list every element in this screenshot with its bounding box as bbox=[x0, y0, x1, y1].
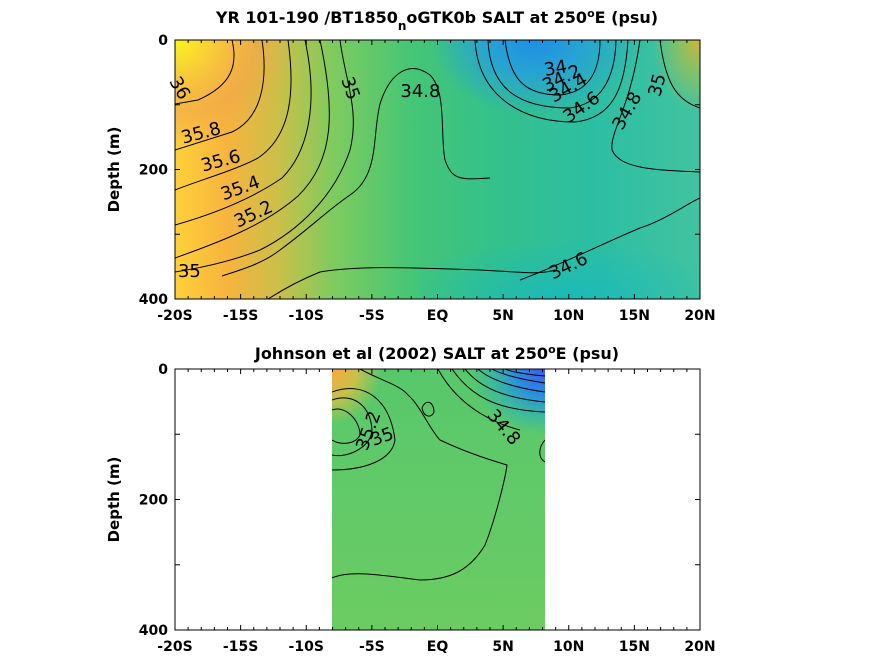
salinity-field bbox=[332, 369, 545, 630]
x-axis: -20S -15S -10S -5S EQ 5N 10N 15N 20N bbox=[157, 40, 716, 324]
contour-lines bbox=[175, 40, 700, 299]
y-axis: 0 200 400 bbox=[139, 362, 700, 639]
y-tick-label: 400 bbox=[139, 292, 168, 308]
x-tick-label: EQ bbox=[427, 308, 449, 324]
salinity-field bbox=[175, 40, 700, 299]
panel-title: YR 101-190 /BT1850noGTK0b SALT at 250oE … bbox=[215, 7, 658, 33]
panel-johnson-salinity: Johnson et al (2002) SALT at 250oE (psu) bbox=[105, 343, 716, 655]
x-axis: -20S -15S -10S -5S EQ 5N 10N 15N 20N bbox=[157, 369, 716, 655]
x-tick-label: 10N bbox=[553, 639, 584, 655]
y-tick-label: 0 bbox=[158, 362, 168, 378]
y-tick-label: 200 bbox=[139, 163, 168, 179]
panel-title: Johnson et al (2002) SALT at 250oE (psu) bbox=[254, 343, 619, 363]
y-axis: 0 200 400 bbox=[139, 33, 700, 308]
x-tick-label: 20N bbox=[684, 308, 715, 324]
x-tick-label: 5N bbox=[492, 639, 513, 655]
x-tick-label: -10S bbox=[289, 308, 324, 324]
y-tick-label: 400 bbox=[139, 623, 168, 639]
contour-label: 34 bbox=[542, 56, 568, 81]
x-tick-label: -15S bbox=[223, 639, 258, 655]
x-tick-label: EQ bbox=[427, 639, 449, 655]
panel-model-salinity: YR 101-190 /BT1850noGTK0b SALT at 250oE … bbox=[105, 7, 716, 324]
x-tick-label: -20S bbox=[157, 308, 192, 324]
x-tick-label: 5N bbox=[492, 308, 513, 324]
x-tick-label: 15N bbox=[619, 308, 650, 324]
x-tick-label: 20N bbox=[684, 639, 715, 655]
x-tick-label: -5S bbox=[359, 308, 385, 324]
x-tick-label: -5S bbox=[359, 639, 385, 655]
x-tick-label: -15S bbox=[223, 308, 258, 324]
contour-label: 34.8 bbox=[400, 81, 440, 102]
x-tick-label: 10N bbox=[553, 308, 584, 324]
y-axis-label: Depth (m) bbox=[105, 457, 123, 543]
y-tick-label: 0 bbox=[158, 33, 168, 49]
x-tick-label: -10S bbox=[289, 639, 324, 655]
contour-lines bbox=[332, 369, 545, 581]
contour-label: 35 bbox=[178, 261, 201, 282]
y-axis-label: Depth (m) bbox=[105, 127, 123, 213]
y-tick-label: 200 bbox=[139, 493, 168, 509]
x-tick-label: -20S bbox=[157, 639, 192, 655]
x-tick-label: 15N bbox=[619, 639, 650, 655]
